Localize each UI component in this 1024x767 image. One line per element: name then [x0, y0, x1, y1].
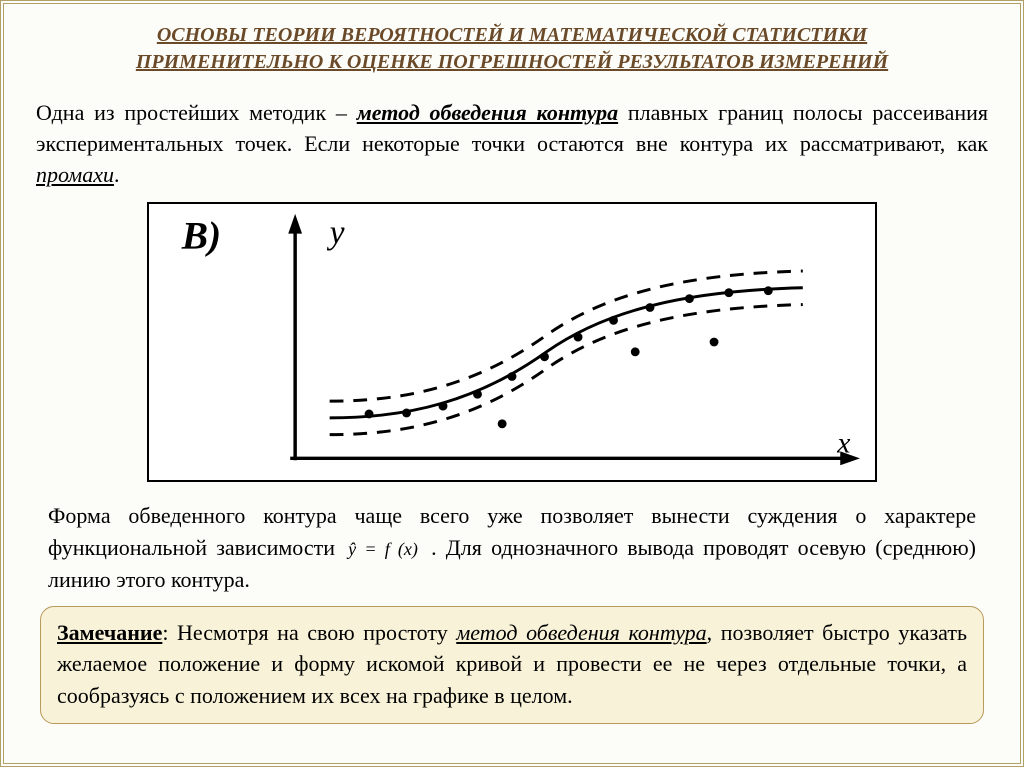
p1-text-c: . — [114, 162, 120, 187]
formula: ŷ = f (x) — [344, 539, 422, 559]
note-label: Замечание — [57, 620, 162, 645]
title-line-2: ПРИМЕНИТЕЛЬНО К ОЦЕНКЕ ПОГРЕШНОСТЕЙ РЕЗУ… — [136, 51, 888, 73]
note-text-a: : Несмотря на свою простоту — [162, 620, 456, 645]
note-box: Замечание: Несмотря на свою простоту мет… — [40, 606, 984, 724]
chart-svg: В) y x — [149, 204, 875, 480]
panel-label: В) — [181, 214, 221, 258]
p1-text-a: Одна из простейших методик – — [36, 100, 357, 125]
y-axis-label: y — [327, 215, 345, 252]
axes — [288, 214, 860, 465]
title-line-1: ОСНОВЫ ТЕОРИИ ВЕРОЯТНОСТЕЙ И МАТЕМАТИЧЕС… — [157, 24, 867, 46]
p1-miss: промахи — [36, 162, 114, 187]
note-method-key: метод обведения контура — [456, 620, 706, 645]
contour-chart: В) y x — [147, 202, 877, 482]
paragraph-1: Одна из простейших методик – метод обвед… — [36, 98, 988, 190]
x-axis-label: x — [836, 428, 850, 460]
p1-method-key: метод обведения контура — [357, 100, 618, 125]
paragraph-2: Форма обведенного контура чаще всего уже… — [48, 500, 976, 596]
page-title: ОСНОВЫ ТЕОРИИ ВЕРОЯТНОСТЕЙ И МАТЕМАТИЧЕС… — [36, 22, 988, 76]
